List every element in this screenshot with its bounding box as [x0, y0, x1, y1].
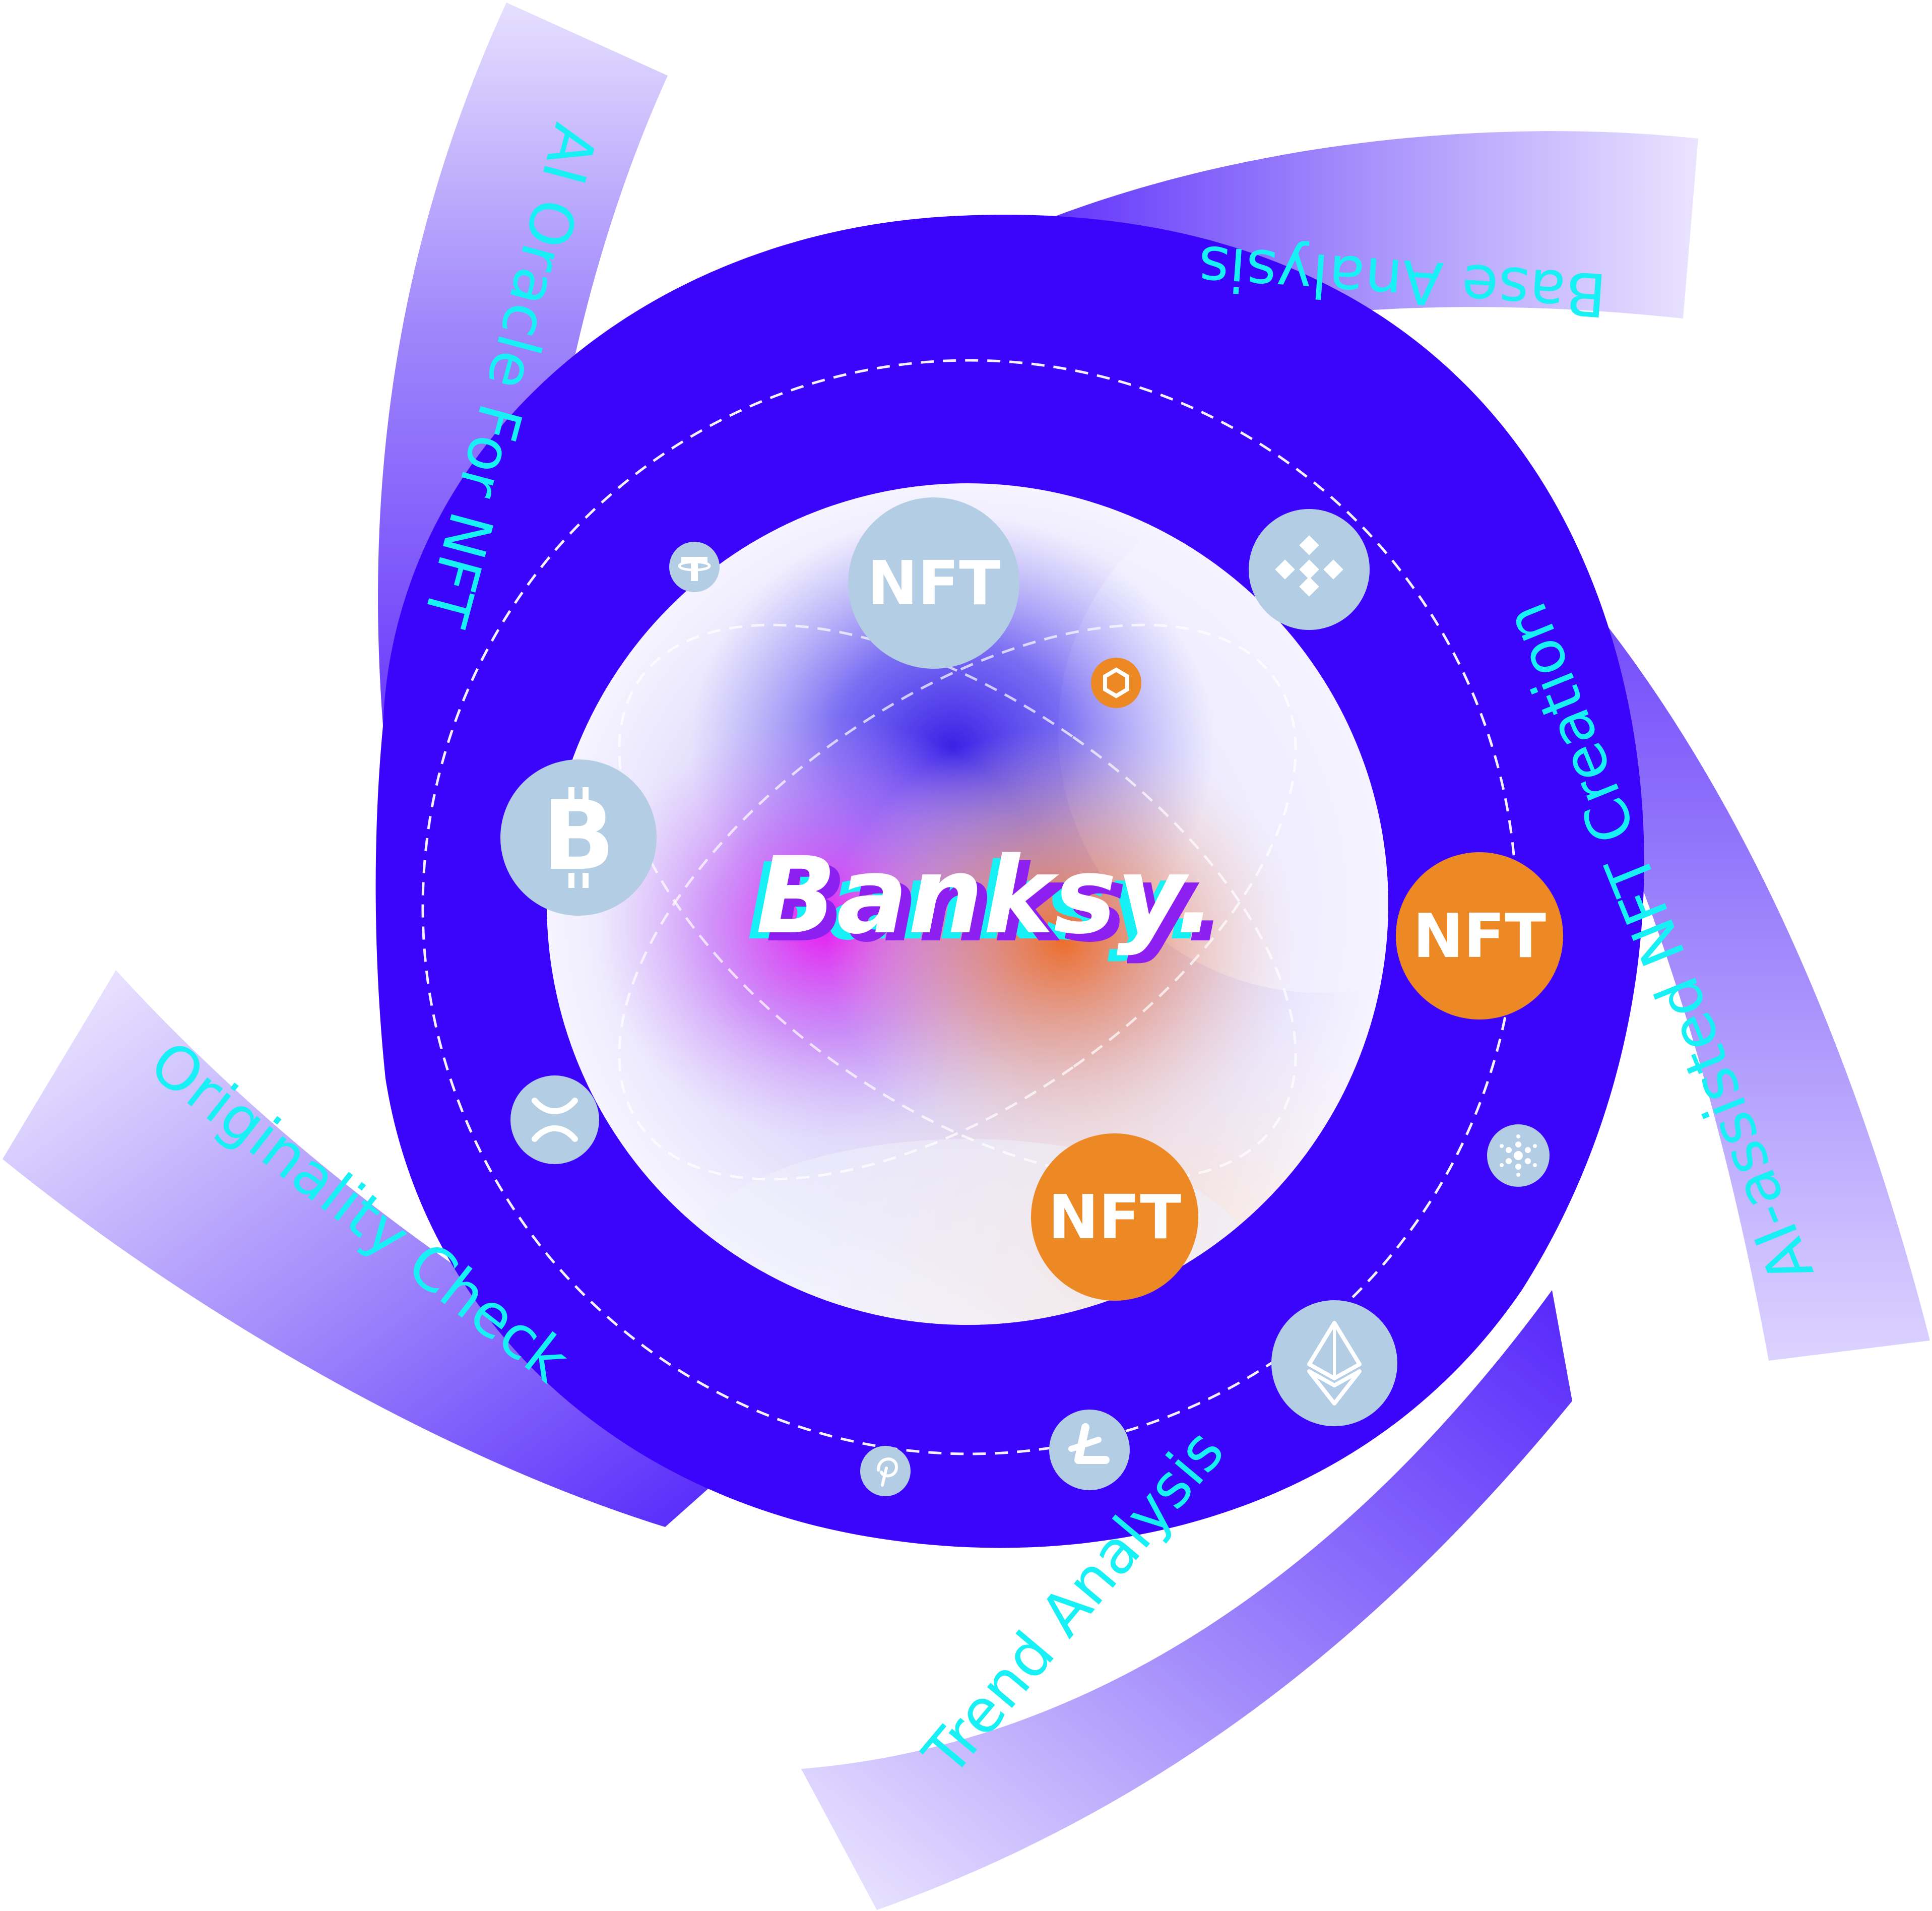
svg-text:Banksy.: Banksy. — [747, 840, 1207, 964]
nft-token-top: NFT — [848, 497, 1019, 669]
nft-token-bottom: NFT — [1031, 1133, 1198, 1301]
nft-right-label: NFT — [1413, 902, 1546, 972]
nft-top-label: NFT — [867, 549, 1000, 619]
litecoin-icon — [1049, 1410, 1130, 1490]
tether-icon — [669, 542, 720, 592]
nft-bottom-label: NFT — [1048, 1183, 1181, 1253]
cardano-icon — [1487, 1124, 1550, 1187]
bitcoin-icon: B — [500, 759, 657, 916]
svg-text:Banksy.: Banksy. — [766, 842, 1226, 966]
nft-token-right: NFT — [1396, 852, 1563, 1020]
band-trend-analysis — [801, 1290, 1572, 1910]
brand-logo: Banksy. Banksy. Banksy. — [747, 834, 1226, 966]
binance-icon — [1249, 509, 1370, 630]
polkadot-icon — [860, 1446, 911, 1496]
ripple-icon — [510, 1075, 599, 1164]
brand-name: Banksy. — [756, 834, 1216, 958]
svg-text:B: B — [542, 780, 615, 891]
ethereum-icon — [1271, 1300, 1397, 1426]
chainlink-icon — [1091, 658, 1141, 708]
